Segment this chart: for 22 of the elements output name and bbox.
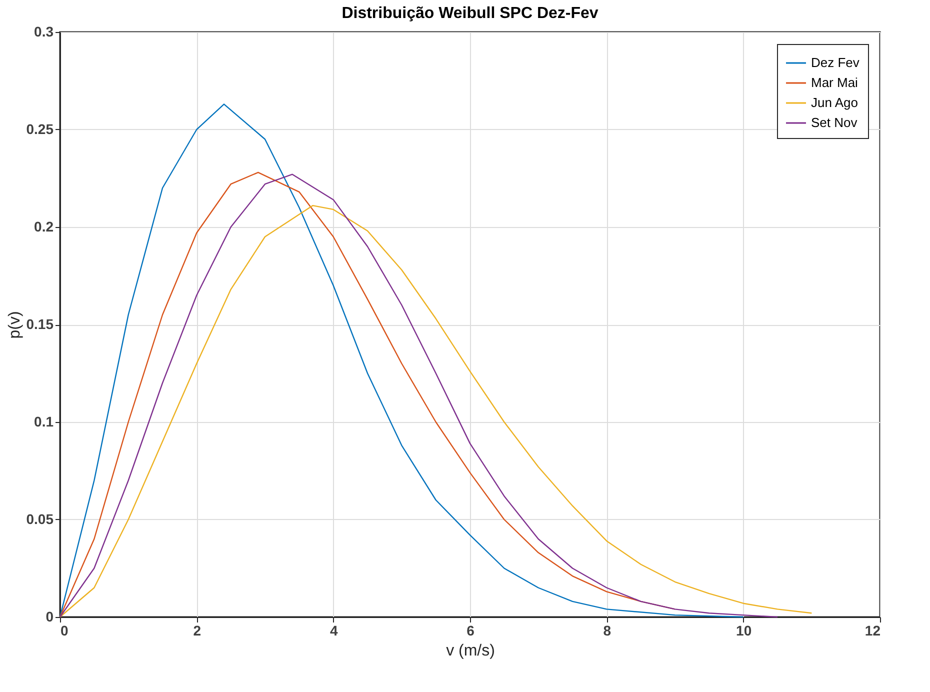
y-tick-label: 0 (46, 608, 54, 624)
y-tick-label: 0.05 (26, 511, 54, 527)
x-tick-label: 2 (193, 622, 202, 638)
line-series (59, 104, 744, 618)
legend-label: Set Nov (811, 115, 858, 130)
y-tick-label: 0.25 (26, 121, 54, 137)
x-tick-label: 12 (864, 622, 881, 638)
x-tick-label: 4 (330, 622, 338, 638)
legend-label: Dez Fev (811, 55, 860, 70)
chart-title: Distribuição Weibull SPC Dez-Fev (342, 5, 598, 22)
legend-label: Jun Ago (811, 95, 858, 110)
y-axis-title: p(v) (6, 311, 24, 339)
x-axis-title: v (m/s) (446, 642, 495, 660)
x-tick-label: 8 (603, 622, 612, 638)
y-tick-label: 0.15 (26, 316, 54, 332)
y-tick-label: 0.1 (34, 414, 54, 430)
x-tick-label: 0 (60, 622, 68, 638)
x-tick-label: 10 (736, 622, 752, 638)
y-tick-label: 0.3 (34, 24, 54, 40)
x-tick-label: 6 (466, 622, 475, 638)
y-tick-label: 0.2 (34, 218, 54, 234)
legend-label: Mar Mai (811, 75, 858, 90)
